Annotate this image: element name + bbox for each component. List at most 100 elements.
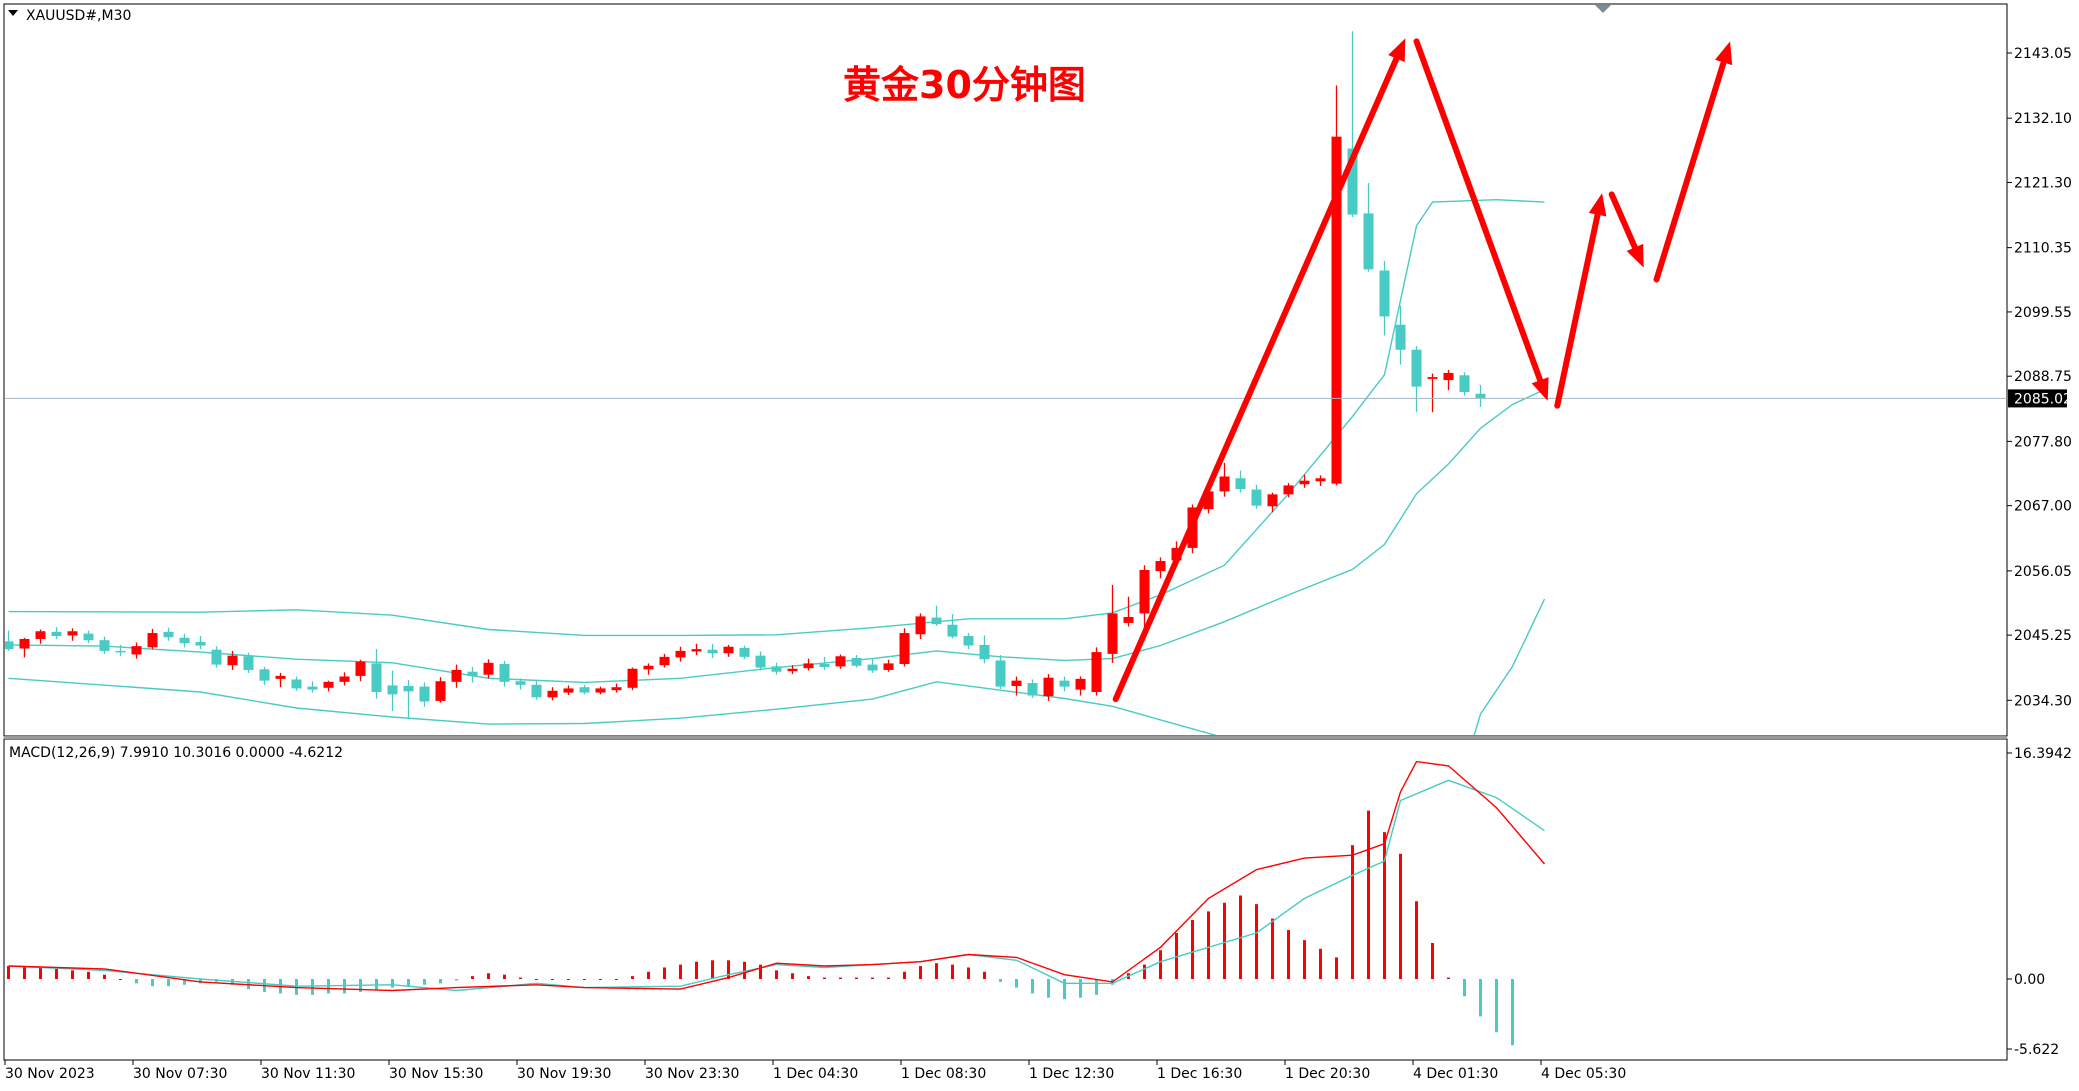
candle-body (5, 641, 14, 650)
bull-candle (35, 629, 46, 644)
candle-body (787, 668, 798, 672)
bull-candle (627, 667, 638, 691)
bull-candle (1107, 584, 1118, 663)
candle-body (227, 655, 238, 666)
bear-candle (163, 627, 174, 641)
bear-candle (179, 633, 190, 648)
price-axis: 2143.05 2132.10 2121.30 2110.35 2099.55 2088.… (2007, 46, 2072, 709)
bear-candle (1363, 183, 1374, 272)
candle-body (1315, 478, 1326, 482)
shift-marker-icon[interactable] (1595, 5, 1611, 13)
candle-body (1203, 491, 1214, 510)
bull-candle (1219, 462, 1230, 497)
time-axis: 30 Nov 2023 30 Nov 07:30 30 Nov 11:30 30 No… (4, 1060, 1626, 1082)
candle-body (739, 647, 750, 657)
candle-body (883, 663, 894, 670)
bear-candle (995, 655, 1006, 689)
price-tick-label: 2099.55 (2014, 305, 2072, 321)
candle-body (707, 649, 718, 654)
bull-candle (563, 685, 574, 695)
candle-body (1251, 489, 1262, 506)
arrow-head (1588, 193, 1607, 217)
bull-candle (67, 628, 78, 641)
candle-body (1459, 375, 1470, 392)
bear-candle (195, 636, 206, 650)
candle-body (691, 649, 702, 652)
bull-candle (323, 680, 334, 692)
bull-candle (803, 658, 814, 671)
candle-body (355, 661, 366, 676)
bull-candle (691, 643, 702, 656)
current-price-line: 2085.02 (5, 389, 2072, 408)
candle-body (1363, 213, 1374, 270)
candle-body (755, 655, 766, 668)
bear-candle (1379, 261, 1390, 336)
candle-body (803, 663, 814, 669)
bear-candle (739, 645, 750, 660)
candle-body (1091, 652, 1102, 692)
candle-body (67, 631, 78, 636)
bear-candle (5, 630, 14, 651)
bear-candle (851, 655, 862, 668)
arrow-shaft (1554, 211, 1601, 409)
forecast-arrow (1112, 38, 1406, 703)
bear-candle (755, 651, 766, 671)
candle-body (675, 650, 686, 658)
bull-candle (1299, 474, 1310, 488)
bear-candle (931, 605, 942, 626)
bear-candle (1251, 484, 1262, 509)
bull-candle (1267, 492, 1278, 513)
candle-body (387, 685, 398, 695)
candle-body (435, 681, 446, 701)
bear-candle (1347, 31, 1358, 217)
candle-body (179, 637, 190, 644)
bear-candle (291, 676, 302, 691)
bull-candle (1075, 676, 1086, 696)
bear-candle (115, 644, 126, 657)
time-tick-label: 30 Nov 2023 (5, 1066, 95, 1082)
symbol-menu-triangle-icon[interactable] (8, 10, 18, 16)
price-tick-label: 2056.05 (2014, 564, 2072, 580)
candle-body (1011, 680, 1022, 687)
candle-body (851, 658, 862, 666)
bull-candle (915, 613, 926, 639)
time-tick-label: 30 Nov 23:30 (645, 1066, 739, 1082)
bear-candle (867, 658, 878, 673)
bull-candle (1011, 676, 1022, 696)
bear-candle (499, 661, 510, 687)
time-tick-label: 4 Dec 05:30 (1541, 1066, 1626, 1082)
candle-body (419, 686, 430, 702)
time-tick-label: 1 Dec 16:30 (1157, 1066, 1242, 1082)
price-tick-label: 2110.35 (2014, 241, 2072, 257)
bear-candle (707, 643, 718, 659)
bull-candle (595, 686, 606, 695)
candle-body (547, 690, 558, 698)
bear-candle (1235, 470, 1246, 493)
time-tick-label: 30 Nov 07:30 (133, 1066, 227, 1082)
bear-candle (1027, 679, 1038, 698)
price-tick-label: 2045.25 (2014, 628, 2072, 644)
candle-body (211, 649, 222, 665)
bear-candle (211, 646, 222, 668)
price-tick-label: 2034.30 (2014, 693, 2072, 709)
main-panel-frame (3, 3, 2008, 737)
candle-body (1059, 680, 1070, 687)
candle-body (1379, 270, 1390, 317)
bull-candle (1427, 373, 1438, 413)
candle-body (835, 656, 846, 667)
candle-body (131, 646, 142, 655)
price-tick-label: 2077.80 (2014, 434, 2072, 450)
bear-candle (259, 666, 270, 685)
bull-candle (883, 659, 894, 672)
candle-body (611, 687, 622, 691)
candle-body (963, 636, 974, 646)
bear-candle (419, 682, 430, 707)
bear-candle (467, 666, 478, 683)
chart-annotation: 黄金30分钟图 (843, 63, 1086, 107)
arrow-head (1531, 377, 1549, 401)
macd-tick-label: -5.622 (2014, 1042, 2059, 1058)
bear-candle (83, 630, 94, 644)
bull-candle (1123, 596, 1134, 627)
bear-candle (99, 636, 110, 654)
